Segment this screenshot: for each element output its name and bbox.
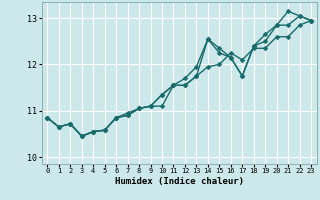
X-axis label: Humidex (Indice chaleur): Humidex (Indice chaleur) xyxy=(115,177,244,186)
